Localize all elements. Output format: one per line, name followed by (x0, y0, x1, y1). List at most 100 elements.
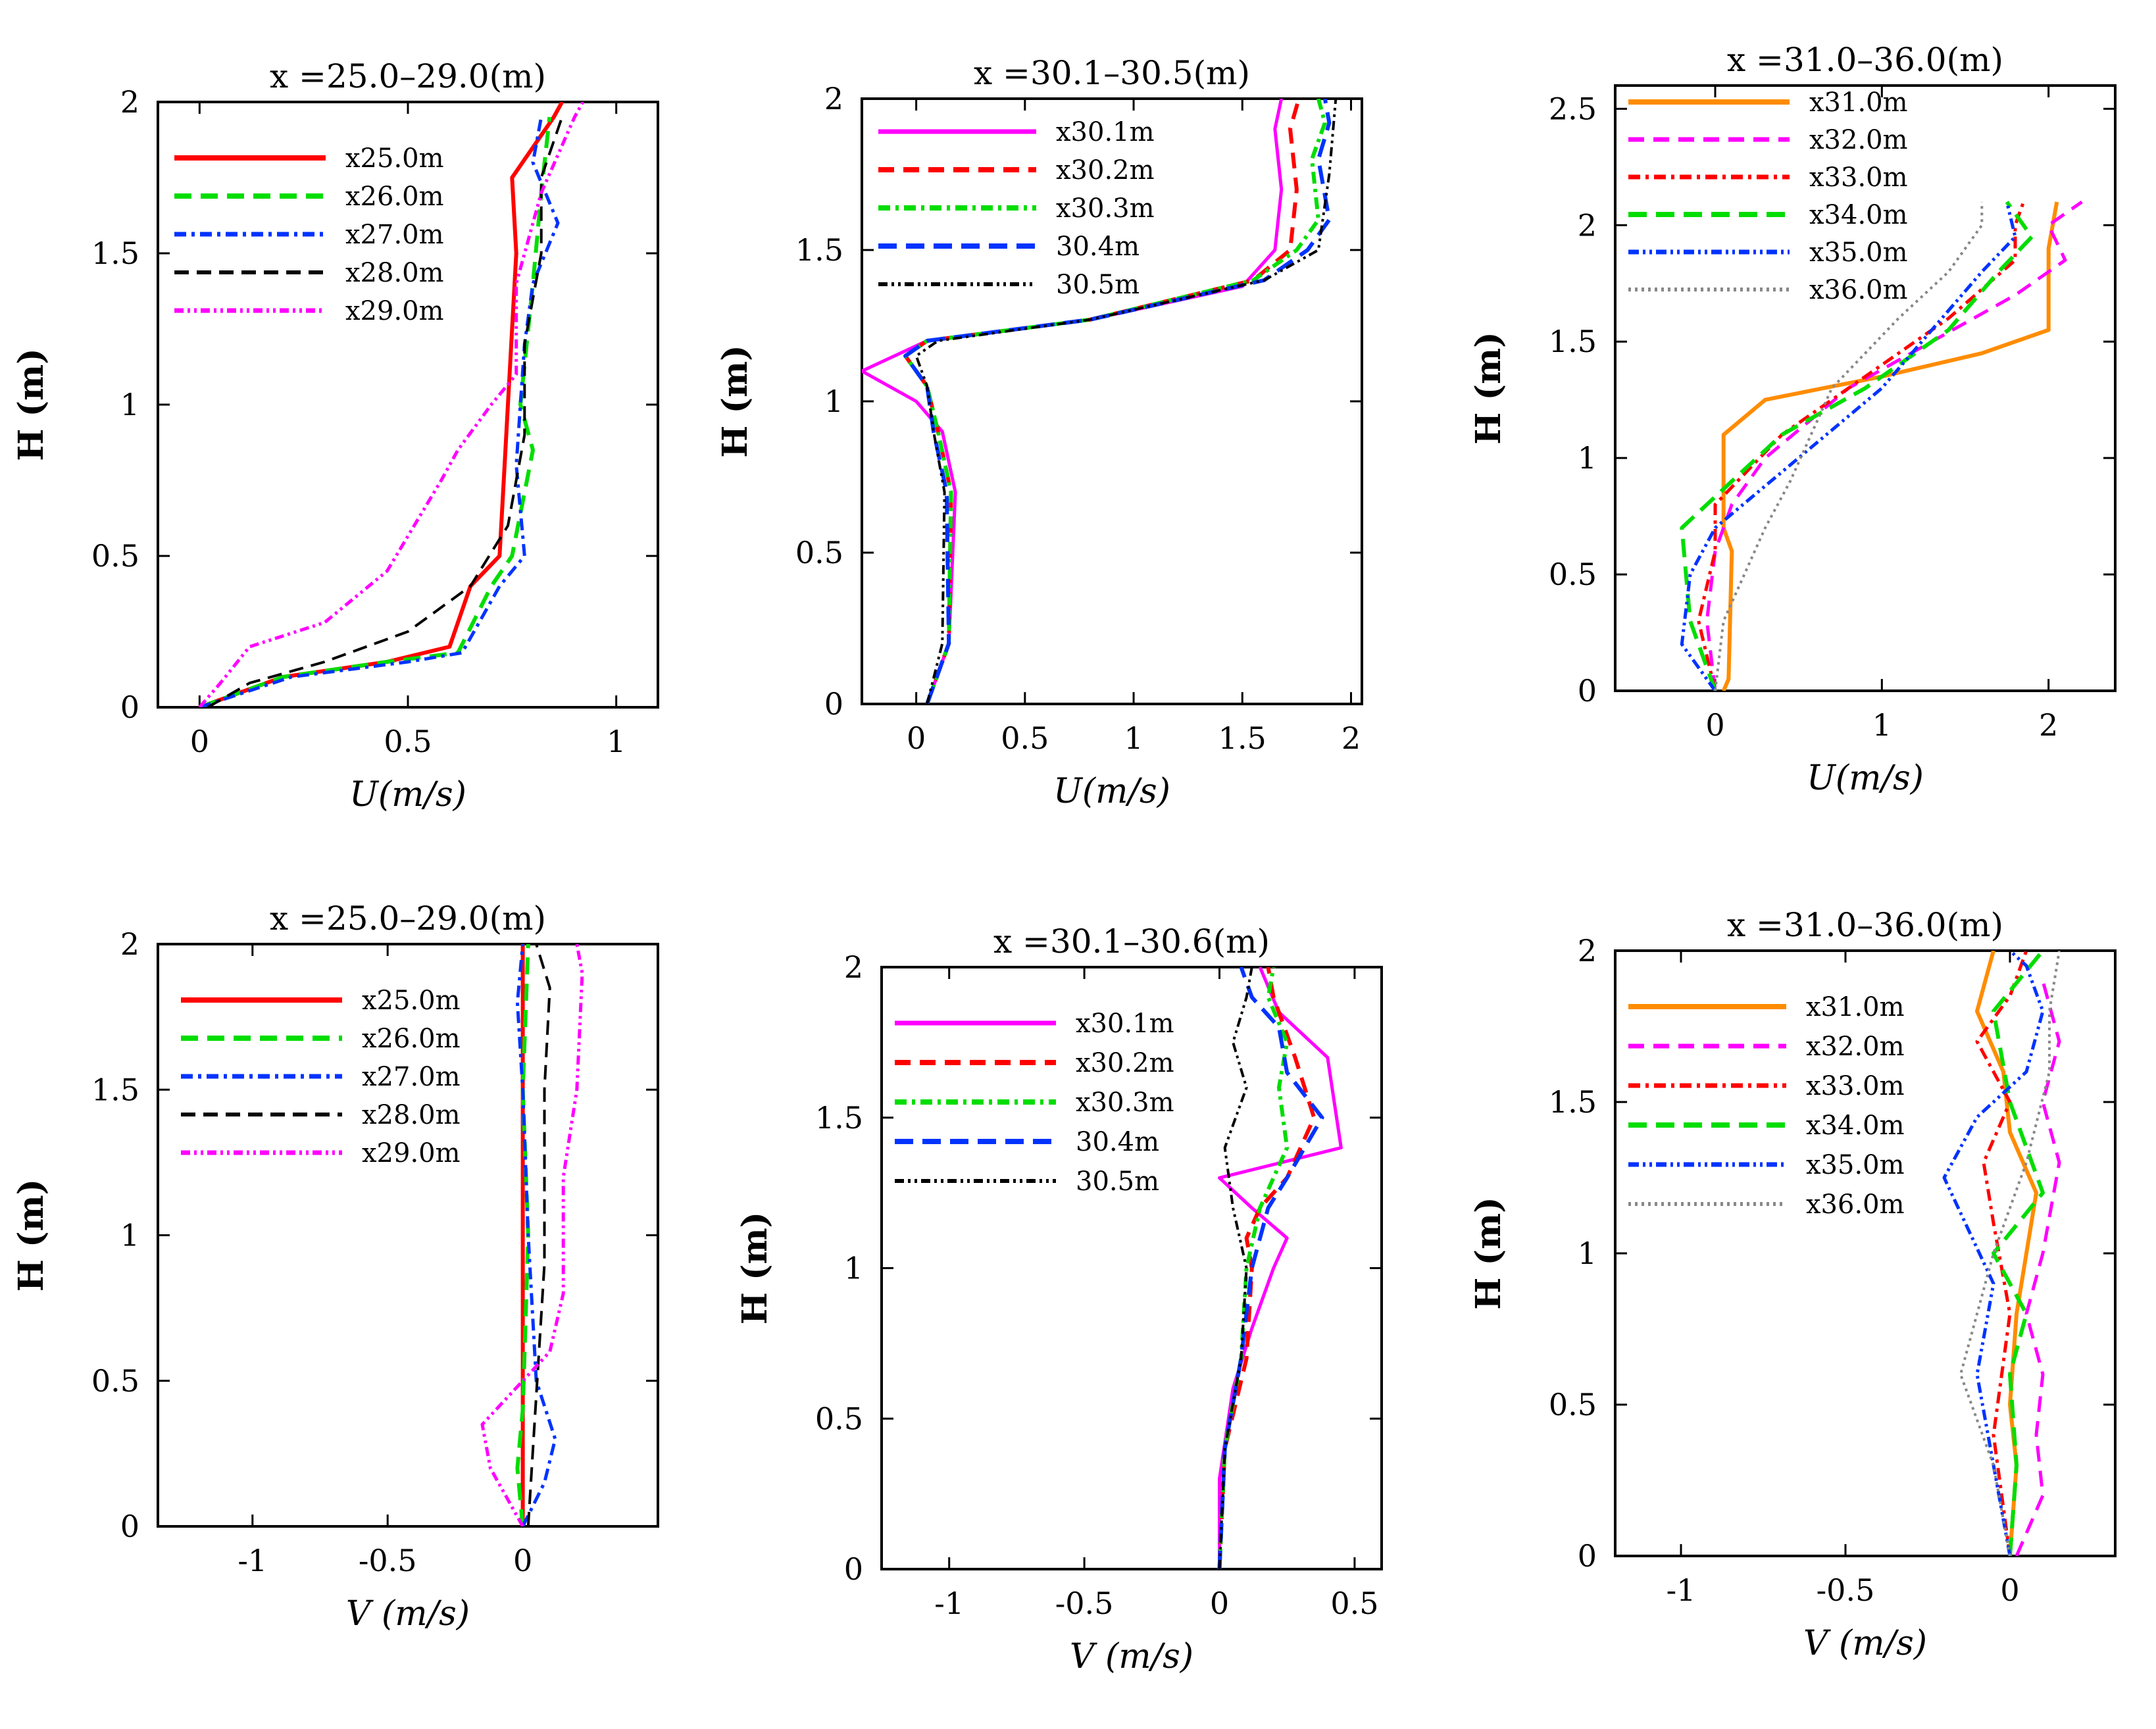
legend-label: x26.0m (362, 1024, 461, 1054)
series-line-x26-0m (199, 116, 552, 707)
y-tick-label: 1.5 (91, 236, 139, 271)
series-line-x30-2m (1217, 967, 1316, 1569)
y-axis-label: H (m) (715, 345, 755, 457)
series-line-x28-0m (207, 116, 564, 707)
legend-label: x30.1m (1056, 117, 1155, 147)
plot-frame (1614, 84, 2117, 692)
chart-title: x =25.0–29.0(m) (270, 899, 546, 938)
x-tick-label: -0.5 (1817, 1572, 1875, 1608)
x-tick-label: -1 (238, 1543, 267, 1578)
y-tick-label: 2 (120, 926, 139, 962)
x-tick-label: -0.5 (1055, 1586, 1114, 1621)
y-tick-label: 0 (120, 1509, 139, 1544)
y-axis-label: H (m) (11, 348, 51, 461)
legend: x30.1m x30.2m x30.3m 30.4m 30.5m (878, 117, 1155, 300)
plot-frame (861, 97, 1363, 705)
x-axis-label: V (m/s) (346, 1594, 470, 1634)
legend-label: x35.0m (1806, 1150, 1905, 1180)
series-line-x25-0m (199, 102, 564, 707)
x-tick-label: 1 (607, 724, 626, 759)
x-tick-label: 2 (2039, 707, 2058, 743)
y-tick-label: 1.5 (815, 1100, 863, 1136)
chart-title: x =31.0–36.0(m) (1727, 41, 2003, 79)
y-tick-label: 1 (1578, 1236, 1597, 1271)
y-tick-label: 1 (824, 384, 843, 419)
y-tick-label: 0.5 (91, 538, 139, 574)
series-group (480, 944, 584, 1526)
y-tick-label: 0 (1578, 1538, 1597, 1574)
y-tick-label: 1.5 (1549, 324, 1597, 359)
series-line-x33-0m (1975, 951, 2028, 1556)
legend-label: x36.0m (1809, 275, 1908, 305)
legend-label: x32.0m (1806, 1032, 1905, 1062)
series-line-x34-0m (1680, 201, 2034, 691)
legend-label: x35.0m (1809, 238, 1908, 268)
legend-label: 30.5m (1076, 1166, 1159, 1197)
legend-label: x33.0m (1809, 163, 1908, 193)
chart-panel-4: -1 -0.5 0 0 0.5 1 1.5 2 x =25.0–29.0(m) V (m/s) H … (11, 899, 659, 1634)
series-line-30-4m (903, 99, 1332, 704)
x-tick-label: 0 (190, 724, 209, 759)
y-tick-label: 0 (1578, 673, 1597, 709)
legend-label: x26.0m (345, 182, 444, 212)
chart-title: x =31.0–36.0(m) (1727, 906, 2003, 944)
series-line-x30-3m (903, 99, 1327, 704)
x-tick-label: -1 (1667, 1572, 1696, 1608)
y-tick-label: 0 (844, 1551, 863, 1587)
legend-label: x29.0m (345, 296, 444, 326)
chart-title: x =25.0–29.0(m) (270, 57, 546, 95)
x-axis-label: V (m/s) (1070, 1637, 1193, 1676)
y-tick-label: 0.5 (1549, 1387, 1597, 1422)
chart-panel-5: -1 -0.5 0 0.5 0 0.5 1 1.5 2 x =30.1–30.6(m) V (m/s… (735, 922, 1383, 1676)
legend: x25.0m x26.0m x27.0m x28.0m x29.0m (174, 143, 444, 326)
y-tick-label: 2 (1578, 207, 1597, 243)
series-line-x27-0m (515, 944, 557, 1526)
legend-label: x28.0m (362, 1100, 461, 1130)
x-axis-label: U(m/s) (1053, 772, 1170, 811)
legend-label: x30.3m (1076, 1088, 1174, 1118)
series-line-x31-0m (1975, 951, 2038, 1556)
legend-label: 30.4m (1056, 232, 1140, 262)
x-tick-label: 0 (1705, 707, 1724, 743)
legend-label: x30.1m (1076, 1009, 1174, 1039)
y-tick-label: 1.5 (91, 1072, 139, 1107)
x-tick-label: 1 (1124, 720, 1143, 756)
y-tick-label: 1.5 (1549, 1084, 1597, 1120)
legend-label: x31.0m (1806, 992, 1905, 1022)
x-axis-label: V (m/s) (1803, 1624, 1927, 1663)
legend-label: x27.0m (362, 1062, 461, 1092)
legend-label: x29.0m (362, 1138, 461, 1168)
y-tick-label: 1 (844, 1251, 863, 1286)
y-tick-label: 2 (1578, 933, 1597, 968)
legend-label: x25.0m (345, 143, 444, 174)
legend-label: x33.0m (1806, 1071, 1905, 1101)
legend-label: 30.4m (1076, 1127, 1159, 1157)
series-line-x30-1m (1218, 967, 1343, 1569)
legend-label: x28.0m (345, 258, 444, 288)
y-tick-label: 1.5 (795, 232, 843, 268)
series-line-x27-0m (199, 116, 560, 707)
x-tick-label: 0 (513, 1543, 532, 1578)
x-tick-label: 2 (1341, 720, 1361, 756)
chart-title: x =30.1–30.6(m) (993, 922, 1270, 961)
legend: x31.0m x32.0m x33.0m x34.0m x35.0m x36.0m (1628, 88, 1908, 305)
series-group (1680, 200, 2083, 691)
series-group (862, 99, 1338, 704)
series-line-x34-0m (1992, 951, 2045, 1556)
series-group (1942, 951, 2061, 1556)
x-tick-label: 0 (2000, 1572, 2019, 1608)
series-line-x33-0m (1697, 201, 2026, 691)
x-tick-label: 0.5 (384, 724, 432, 759)
legend-label: x30.2m (1056, 155, 1155, 186)
series-line-x28-0m (526, 944, 551, 1526)
legend: x31.0m x32.0m x33.0m x34.0m x35.0m x36.0m (1628, 992, 1905, 1220)
y-tick-label: 0.5 (1549, 557, 1597, 592)
x-axis-label: U(m/s) (1807, 759, 1924, 798)
x-tick-label: 0 (1210, 1586, 1229, 1621)
series-line-x35-0m (1942, 951, 2045, 1556)
series-group (1217, 967, 1343, 1569)
series-line-x29-0m (480, 944, 584, 1526)
legend-label: x25.0m (362, 986, 461, 1016)
y-tick-label: 0 (120, 689, 139, 725)
